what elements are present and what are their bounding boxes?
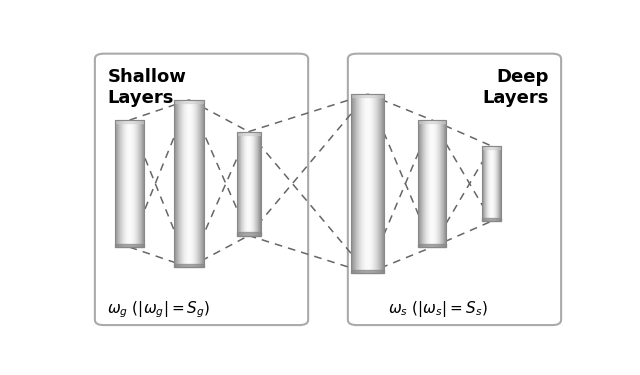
- Text: Shallow
Layers: Shallow Layers: [108, 68, 186, 107]
- Text: $\omega_g\ (|\omega_g| = S_g)$: $\omega_g\ (|\omega_g| = S_g)$: [108, 299, 211, 320]
- Bar: [351, 94, 384, 97]
- Bar: [115, 120, 145, 123]
- Bar: [115, 120, 145, 247]
- Bar: [483, 146, 501, 221]
- Bar: [419, 120, 446, 247]
- Bar: [419, 244, 446, 247]
- Text: Deep
Layers: Deep Layers: [483, 68, 548, 107]
- FancyBboxPatch shape: [95, 54, 308, 325]
- Bar: [419, 120, 446, 123]
- Bar: [237, 132, 260, 135]
- Bar: [174, 264, 204, 267]
- Bar: [237, 232, 260, 236]
- Text: $\omega_s\ (|\omega_s| = S_s)$: $\omega_s\ (|\omega_s| = S_s)$: [388, 299, 487, 319]
- Bar: [483, 146, 501, 149]
- Bar: [237, 132, 260, 236]
- Bar: [174, 100, 204, 267]
- Bar: [174, 100, 204, 103]
- Bar: [483, 217, 501, 221]
- Bar: [115, 244, 145, 247]
- Bar: [351, 94, 384, 273]
- FancyBboxPatch shape: [348, 54, 561, 325]
- Bar: [351, 270, 384, 273]
